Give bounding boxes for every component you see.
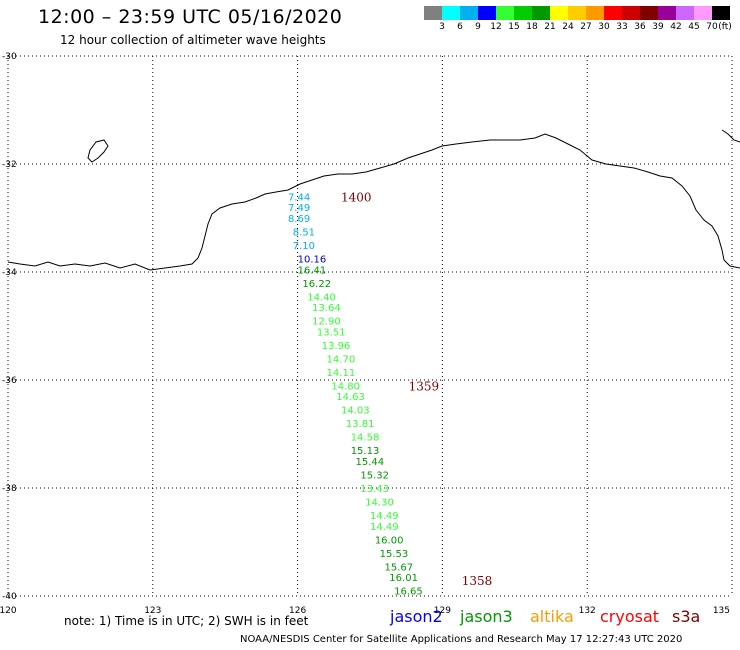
coastline xyxy=(7,133,740,271)
colorbar-swatch xyxy=(514,6,532,20)
wave-height-value: 14.63 xyxy=(336,392,365,403)
colorbar-swatch xyxy=(622,6,640,20)
wave-height-value: 10.16 xyxy=(298,255,327,266)
pass-time-label: 1359 xyxy=(409,379,440,393)
colorbar-swatch xyxy=(658,6,676,20)
wave-height-value: 14.49 xyxy=(370,522,399,533)
island xyxy=(87,139,109,163)
colorbar-swatch xyxy=(712,6,730,20)
wave-height-value: 14.70 xyxy=(327,354,356,365)
footer-credit: NOAA/NESDIS Center for Satellite Applica… xyxy=(240,634,683,645)
wave-height-value: 7.44 xyxy=(288,192,310,203)
colorbar-label: 6 xyxy=(457,22,463,32)
colorbar-swatch xyxy=(532,6,550,20)
colorbar-label: 70 xyxy=(706,22,718,32)
wave-height-value: 14.40 xyxy=(307,292,336,303)
colorbar-swatch xyxy=(604,6,622,20)
wave-height-value: 15.32 xyxy=(360,471,389,482)
colorbar-swatch xyxy=(442,6,460,20)
wave-height-value: 7.10 xyxy=(293,241,315,252)
wave-height-colorbar xyxy=(424,6,730,20)
colorbar-label: 33 xyxy=(616,22,628,32)
wave-height-value: 13.96 xyxy=(322,341,351,352)
colorbar-label: 15 xyxy=(508,22,520,32)
longitude-tick-label: 126 xyxy=(289,606,306,616)
wave-height-value: 15.44 xyxy=(356,457,385,468)
wave-height-value: 16.41 xyxy=(298,265,327,276)
wave-height-value: 14.03 xyxy=(341,406,370,417)
wave-height-value: 8.69 xyxy=(288,214,310,225)
wave-height-value: 8.51 xyxy=(293,228,315,239)
footer-note: note: 1) Time is in UTC; 2) SWH is in fe… xyxy=(64,614,309,628)
colorbar-swatch xyxy=(460,6,478,20)
colorbar-swatch xyxy=(640,6,658,20)
longitude-tick-label: 120 xyxy=(0,606,17,616)
wave-height-value: 14.11 xyxy=(327,368,356,379)
longitude-tick-label: 129 xyxy=(434,606,451,616)
colorbar-label: 45 xyxy=(688,22,700,32)
colorbar-label: 27 xyxy=(580,22,592,32)
colorbar-label: 3 xyxy=(439,22,445,32)
wave-height-value: 12.90 xyxy=(312,317,341,328)
latitude-tick-label: -32 xyxy=(2,160,17,170)
colorbar-label: 30 xyxy=(598,22,610,32)
latitude-tick-label: -38 xyxy=(2,484,17,494)
latitude-tick-label: -36 xyxy=(2,376,17,386)
colorbar-label: 42 xyxy=(670,22,682,32)
colorbar-label: 21 xyxy=(544,22,556,32)
wave-height-value: 16.22 xyxy=(302,279,331,290)
latitude-tick-label: -40 xyxy=(2,592,17,602)
wave-height-value: 7.49 xyxy=(288,203,310,214)
latitude-tick-label: -30 xyxy=(2,52,17,62)
legend-item-jason2: jason2 xyxy=(390,607,443,626)
colorbar-swatch xyxy=(568,6,586,20)
colorbar-swatch xyxy=(694,6,712,20)
colorbar-label: 24 xyxy=(562,22,574,32)
colorbar-label: 39 xyxy=(652,22,664,32)
chart-title: 12:00 – 23:59 UTC 05/16/2020 xyxy=(38,6,343,28)
legend-item-jason3: jason3 xyxy=(460,607,513,626)
colorbar-label: 12 xyxy=(490,22,502,32)
chart-subtitle: 12 hour collection of altimeter wave hei… xyxy=(60,33,326,47)
wave-height-value: 15.67 xyxy=(384,562,413,573)
wave-height-value: 13.43 xyxy=(360,484,389,495)
colorbar-label: 36 xyxy=(634,22,646,32)
wave-height-value: 16.00 xyxy=(375,535,404,546)
colorbar-swatch xyxy=(586,6,604,20)
legend-item-s3a: s3a xyxy=(672,607,701,626)
longitude-tick-label: 123 xyxy=(144,606,161,616)
wave-height-value: 13.51 xyxy=(317,327,346,338)
colorbar-swatch xyxy=(424,6,442,20)
legend-item-cryosat: cryosat xyxy=(600,607,660,626)
pass-time-label: 1358 xyxy=(462,574,493,588)
wave-height-value: 15.53 xyxy=(380,549,409,560)
longitude-tick-label: 135 xyxy=(713,606,730,616)
colorbar-swatch xyxy=(478,6,496,20)
longitude-tick-label: 132 xyxy=(579,606,596,616)
pass-time-label: 1400 xyxy=(341,190,372,204)
colorbar-label: 18 xyxy=(526,22,538,32)
colorbar-labels: 3 6 9 12 15 18 21 24 27 30 33 36 39 42 45 70 (ft) xyxy=(424,22,740,34)
coastline-east-fragment xyxy=(721,129,740,143)
wave-height-value: 16.65 xyxy=(394,587,423,598)
colorbar-swatch xyxy=(550,6,568,20)
wave-height-value: 14.80 xyxy=(331,381,360,392)
colorbar-label: (ft) xyxy=(718,22,732,32)
colorbar-label: 9 xyxy=(475,22,481,32)
wave-height-value: 14.58 xyxy=(351,433,380,444)
wave-height-value: 14.30 xyxy=(365,498,394,509)
legend-item-altika: altika xyxy=(530,607,574,626)
wave-height-value: 14.49 xyxy=(370,511,399,522)
colorbar-swatch xyxy=(496,6,514,20)
latitude-tick-label: -34 xyxy=(2,268,17,278)
wave-height-value: 13.81 xyxy=(346,419,375,430)
colorbar-swatch xyxy=(676,6,694,20)
wave-height-value: 16.01 xyxy=(389,573,418,584)
wave-height-value: 13.64 xyxy=(312,303,341,314)
wave-height-value: 15.13 xyxy=(351,446,380,457)
